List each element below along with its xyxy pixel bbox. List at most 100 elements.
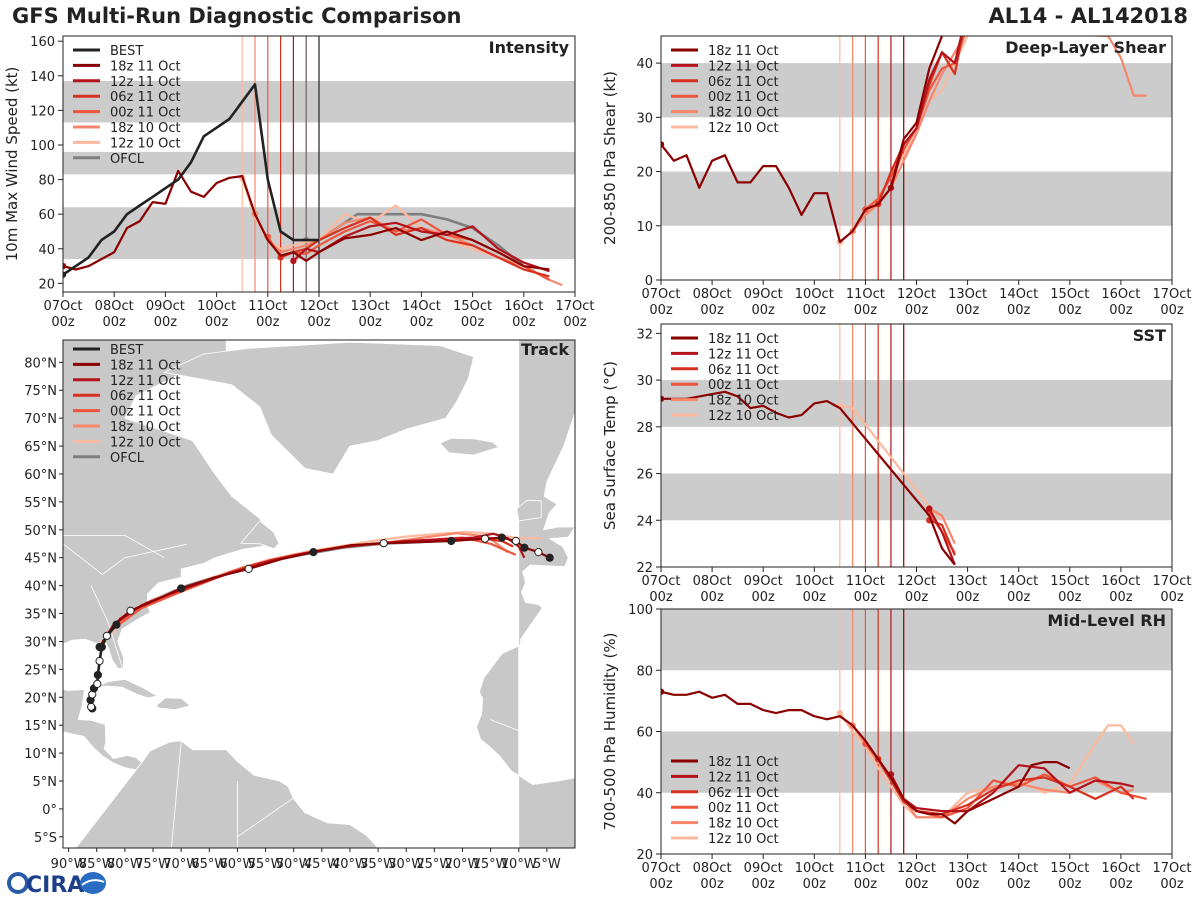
shear-x-tick-label: 15Oct — [1050, 287, 1089, 302]
shear-x-tick-label: 00z — [854, 303, 878, 318]
track-lat-label: 70°N — [24, 412, 57, 427]
cira-logo-text: CIRA — [26, 873, 84, 898]
rh-legend-label: 18z 11 Oct — [708, 755, 779, 770]
intensity-plot-area — [63, 36, 575, 292]
track-forecast-marker — [95, 642, 104, 652]
track-forecast-marker — [309, 548, 318, 557]
sst-y-tick-label: 28 — [636, 421, 653, 436]
sst-y-tick-label: 22 — [636, 561, 653, 576]
shear-series-12z-11-oct — [889, 36, 963, 189]
track-map-area — [63, 340, 575, 848]
sst-x-tick-label: 10Oct — [795, 574, 834, 589]
rh-series-06z-11-oct — [877, 758, 1135, 816]
track-forecast-marker — [520, 543, 529, 552]
sst-series-12z-11-oct — [928, 508, 956, 566]
rh-x-tick-label: 14Oct — [999, 861, 1038, 876]
intensity-x-tick-label: 14Oct — [402, 299, 441, 314]
track-lon-label: 75°W — [135, 857, 171, 872]
intensity-x-tick-label: 00z — [461, 315, 485, 330]
shear-band — [661, 171, 1172, 226]
sst-x-tick-label: 17Oct — [1152, 574, 1191, 589]
sst-legend-label: 00z 11 Oct — [708, 378, 779, 393]
hispaniola-landmass — [155, 697, 192, 711]
shear-plot-area — [661, 36, 1172, 280]
intensity-y-tick-label: 80 — [38, 174, 55, 189]
shear-x-tick-label: 17Oct — [1152, 287, 1191, 302]
shear-x-tick-label: 00z — [1007, 303, 1031, 318]
track-forecast-marker — [511, 536, 521, 546]
shear-x-tick-label: 09Oct — [744, 287, 783, 302]
track-lon-label: 65°W — [191, 857, 227, 872]
border-line — [529, 624, 575, 726]
intensity-x-tick-label: 00z — [359, 315, 383, 330]
intensity-x-tick-label: 00z — [563, 315, 587, 330]
sst-series-18z-10-oct — [928, 507, 956, 545]
intensity-x-tick-label: 00z — [154, 315, 178, 330]
rh-x-tick-label: 00z — [1058, 877, 1082, 892]
intensity-y-tick-label: 100 — [30, 139, 55, 154]
intensity-legend-label: 12z 10 Oct — [110, 136, 181, 151]
sst-x-tick-label: 12Oct — [897, 574, 936, 589]
intensity-legend-label: 00z 11 Oct — [110, 106, 181, 121]
sst-legend-label: 18z 10 Oct — [708, 394, 779, 409]
sst-x-tick-label: 11Oct — [846, 574, 885, 589]
rh-band — [661, 731, 1172, 793]
track-lon-label: 85°W — [79, 857, 115, 872]
intensity-init-marker-12z-11-oct — [290, 257, 297, 265]
track-lat-label: 10°N — [24, 747, 57, 762]
track-forecast-marker — [447, 536, 456, 546]
track-lat-label: 40°N — [24, 580, 57, 595]
sst-x-tick-label: 00z — [905, 590, 929, 605]
sst-legend-label: 18z 11 Oct — [708, 332, 779, 347]
intensity-x-tick-label: 00z — [307, 315, 331, 330]
rh-x-tick-label: 00z — [700, 877, 724, 892]
europe-africa-landmass — [476, 340, 575, 848]
track-forecast-marker — [244, 564, 253, 573]
shear-x-tick-label: 00z — [803, 303, 827, 318]
intensity-x-tick-label: 09Oct — [146, 299, 185, 314]
intensity-x-tick-label: 12Oct — [299, 299, 338, 314]
track-lon-label: 90°W — [51, 857, 87, 872]
shear-legend-label: 06z 11 Oct — [708, 75, 779, 90]
shear-x-tick-label: 00z — [752, 303, 776, 318]
rh-series-18z-11-oct — [661, 690, 1071, 825]
sst-x-tick-label: 14Oct — [999, 574, 1038, 589]
intensity-x-tick-label: 11Oct — [248, 299, 287, 314]
shear-series-18z-11-oct — [661, 36, 944, 244]
intensity-legend-label: 18z 11 Oct — [110, 59, 181, 74]
rh-y-axis-label: 700-500 hPa Humidity (%) — [601, 632, 619, 830]
track-lat-label: 25°N — [24, 663, 57, 678]
intensity-legend-label: BEST — [110, 44, 143, 59]
rh-plot-area — [661, 609, 1172, 854]
shear-x-tick-label: 00z — [1058, 303, 1082, 318]
intensity-legend-label: OFCL — [110, 152, 145, 167]
track-lat-label: 15°N — [24, 719, 57, 734]
sst-x-tick-label: 15Oct — [1050, 574, 1089, 589]
track-legend-label: BEST — [110, 343, 143, 358]
sst-legend-label: 12z 10 Oct — [708, 409, 779, 424]
track-forecast-marker — [379, 539, 388, 548]
intensity-y-tick-label: 140 — [30, 70, 55, 85]
ireland-landmass — [516, 499, 542, 522]
rh-x-tick-label: 15Oct — [1050, 861, 1089, 876]
border-line — [63, 535, 165, 559]
rh-x-tick-label: 17Oct — [1152, 861, 1191, 876]
intensity-x-tick-label: 00z — [205, 315, 229, 330]
shear-x-tick-label: 07Oct — [641, 287, 680, 302]
sst-y-tick-label: 24 — [636, 514, 653, 529]
intensity-x-tick-label: 00z — [410, 315, 434, 330]
track-lon-label: 60°W — [219, 857, 255, 872]
sst-legend-label: 12z 11 Oct — [708, 347, 779, 362]
rh-x-tick-label: 07Oct — [641, 861, 680, 876]
border-line — [490, 719, 548, 743]
intensity-y-tick-label: 20 — [38, 277, 55, 292]
track-lat-label: 55°N — [24, 496, 57, 511]
shear-band — [661, 63, 1172, 118]
shear-x-tick-label: 13Oct — [948, 287, 987, 302]
shear-init-marker-18z-11-oct — [661, 141, 665, 148]
plots-layer: 07Oct00z08Oct00z09Oct00z10Oct00z11Oct00z… — [3, 35, 1192, 892]
shear-y-tick-label: 0 — [645, 274, 653, 289]
rh-init-marker-18z-11-oct — [661, 688, 665, 695]
central-america-landmass — [63, 688, 143, 771]
